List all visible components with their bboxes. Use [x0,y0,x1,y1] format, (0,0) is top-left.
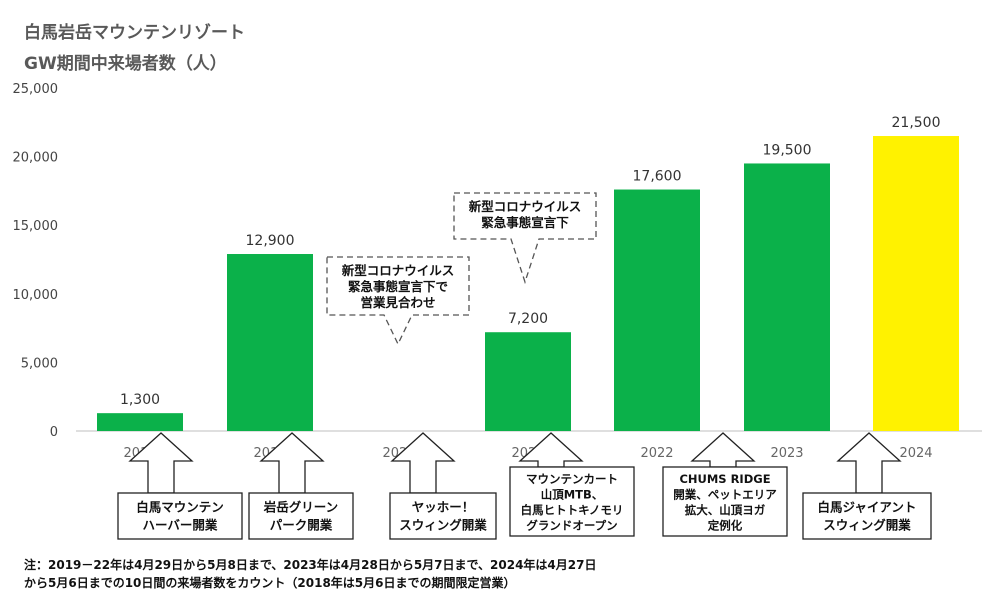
event-box [509,466,635,537]
callout-text: 緊急事態宣言下で [348,279,448,294]
x-tick-label: 2022 [640,446,673,461]
chart-subtitle: GW期間中来場者数（人） [24,54,227,74]
event-arrow [690,432,756,468]
data-label: 21,500 [892,115,941,131]
chart-title: 白馬岩岳マウンテンリゾート [24,23,245,43]
event-text: パーク開業 [270,518,333,533]
callout-text: 新型コロナウイルス [469,199,582,214]
event-text: 白馬ジャイアント [818,500,917,515]
footnote: 注：2019－22年は4月29日から5月8日まで、2023年は4月28日から5月… [24,556,596,592]
event-text: 白馬マウンテン [136,500,224,515]
y-tick-label: 15,000 [13,219,59,234]
event-text: スウィング開業 [399,518,487,533]
bar [873,136,959,431]
callout-bubble [453,192,597,285]
data-label: 17,600 [633,169,682,185]
bar [744,163,830,431]
bar [97,413,183,431]
event-arrow [259,432,325,494]
footnote-line-2: から5月6日までの10日間の来場者数をカウント（2018年は5月6日までの期間限… [24,576,516,590]
y-tick-label: 0 [50,425,58,440]
event-arrow [836,432,902,494]
x-tick-label: 2024 [899,446,932,461]
callout-bubble [326,256,470,346]
event-text: 開業、ペットエリア [673,487,777,501]
event-arrow [390,432,456,494]
event-box [802,492,932,540]
y-tick-label: 5,000 [21,356,58,371]
callout-text: 緊急事態宣言下 [481,215,569,230]
event-text: 定例化 [708,518,743,532]
event-text: 山頂MTB、 [541,487,604,501]
data-label: 12,900 [246,233,295,249]
event-arrow [128,432,194,494]
y-tick-label: 25,000 [13,82,59,97]
data-label: 1,300 [120,392,160,408]
bar [227,254,313,431]
event-box [248,492,354,540]
event-text: ハーバー開業 [143,518,218,533]
bar [614,189,700,431]
bar [485,332,571,431]
event-text: マウンテンカート [526,472,618,486]
callout-text: 営業見合わせ [360,295,435,310]
event-box [662,466,788,537]
event-text: CHUMS RIDGE [679,472,770,486]
y-tick-label: 20,000 [13,151,59,166]
event-box [389,492,497,540]
footnote-line-1: 注：2019－22年は4月29日から5月8日まで、2023年は4月28日から5月… [24,558,597,572]
data-label: 19,500 [763,142,812,158]
event-text: グランドオープン [526,518,617,532]
event-text: 拡大、山頂ヨガ [685,503,766,517]
event-text: ヤッホー！ [412,500,475,515]
y-tick-label: 10,000 [13,288,59,303]
event-text: スウィング開業 [823,518,911,533]
event-text: 岩岳グリーン [263,500,338,515]
event-text: 白馬ヒトトキノモリ [521,503,624,517]
data-label: 7,200 [508,311,548,327]
callout-text: 新型コロナウイルス [342,263,455,278]
event-box [117,492,243,540]
x-tick-label: 2023 [770,446,803,461]
